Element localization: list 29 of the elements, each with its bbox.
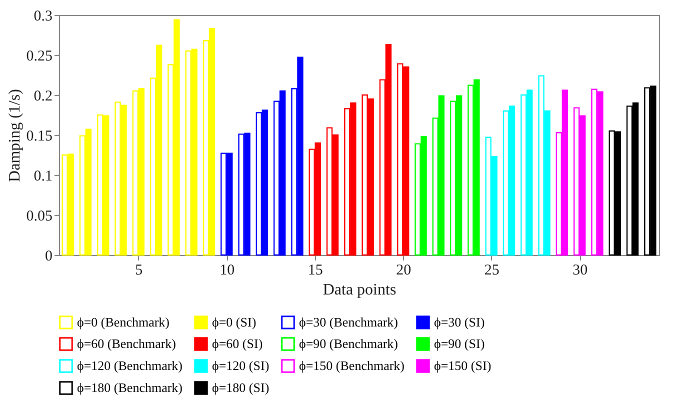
legend-label: ϕ=180 (Benchmark)	[77, 380, 183, 395]
y-tick-label: 0.3	[34, 8, 52, 24]
x-tick-label: 15	[308, 262, 323, 278]
y-tick-label: 0.15	[26, 128, 52, 144]
y-tick-label: 0	[45, 248, 52, 264]
legend-label: ϕ=120 (SI)	[212, 358, 270, 373]
legend-label: ϕ=120 (Benchmark)	[77, 358, 183, 373]
y-axis-title: Damping (1/s)	[6, 89, 24, 182]
x-tick-label: 20	[396, 262, 412, 278]
x-tick-label: 10	[220, 262, 235, 278]
y-tick-label: 0.2	[34, 88, 52, 104]
x-tick-label: 30	[572, 262, 588, 278]
legend-label: ϕ=0 (Benchmark)	[77, 314, 170, 330]
legend-label: ϕ=150 (Benchmark)	[299, 358, 405, 373]
x-axis-title: Data points	[322, 282, 396, 298]
x-tick-label: 25	[484, 262, 500, 278]
legend-label: ϕ=150 (SI)	[434, 358, 492, 373]
y-tick-label: 0.25	[26, 48, 52, 64]
y-tick-label: 0.05	[26, 208, 52, 224]
legend-label: ϕ=90 (SI)	[434, 336, 485, 351]
legend-label: ϕ=90 (Benchmark)	[299, 336, 398, 351]
legend-label: ϕ=180 (SI)	[212, 380, 270, 395]
legend-label: ϕ=30 (Benchmark)	[299, 314, 398, 330]
y-tick-label: 0.1	[34, 168, 52, 184]
x-tick-label: 5	[135, 262, 143, 278]
legend-label: ϕ=30 (SI)	[434, 314, 485, 330]
legend-label: ϕ=60 (Benchmark)	[77, 336, 176, 351]
legend-label: ϕ=60 (SI)	[212, 336, 263, 351]
legend-label: ϕ=0 (SI)	[212, 314, 256, 330]
